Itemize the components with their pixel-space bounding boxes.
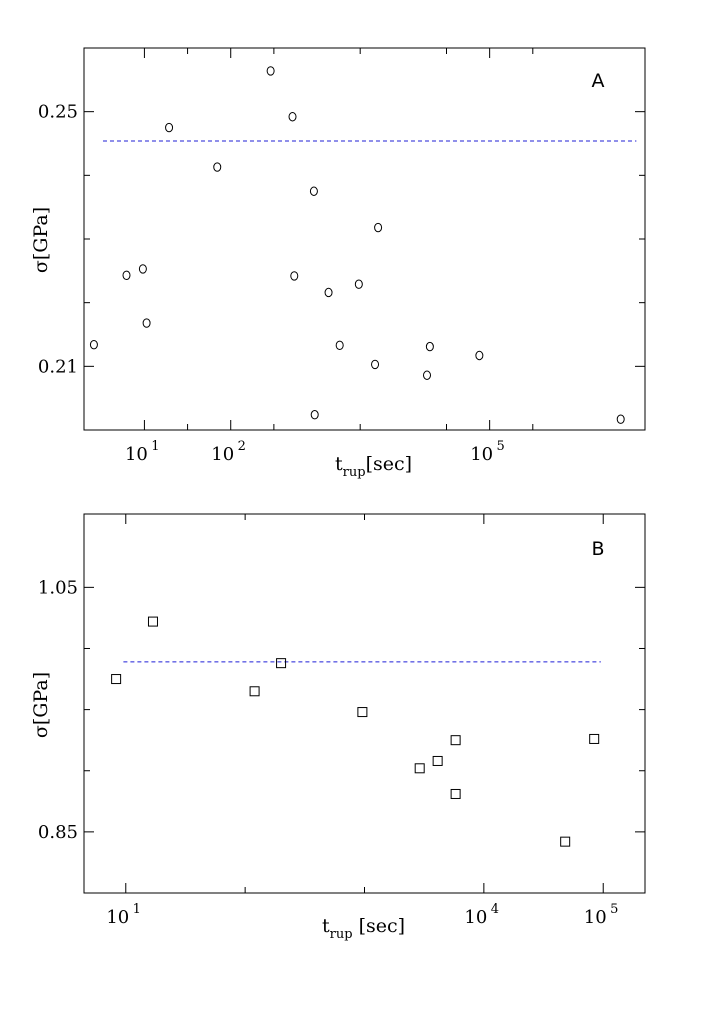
data-point — [138, 264, 147, 274]
y-tick-label: 0.21 — [38, 356, 78, 377]
data-point — [414, 763, 425, 774]
data-point — [249, 686, 260, 697]
data-point — [371, 359, 380, 370]
x-tick-label-exponent: 2 — [238, 439, 246, 454]
plot-frame — [83, 47, 646, 431]
data-point — [310, 410, 319, 420]
y-tick-label: 1.05 — [38, 577, 78, 598]
x-axis-label: trup [sec] — [322, 915, 405, 942]
data-point — [111, 674, 122, 685]
data-point — [89, 339, 98, 350]
data-point — [266, 66, 275, 76]
data-point — [475, 350, 484, 361]
data-point — [450, 788, 461, 799]
data-point — [122, 270, 131, 280]
data-point — [213, 162, 222, 172]
x-tick-label: 10 — [464, 907, 487, 928]
data-point — [290, 271, 299, 281]
x-tick-label: 10 — [106, 907, 129, 928]
data-point — [589, 733, 600, 744]
panel-label: A — [592, 70, 605, 92]
x-tick-label: 10 — [470, 444, 493, 465]
data-point — [324, 287, 333, 298]
x-tick-label-exponent: 4 — [491, 902, 499, 917]
x-axis-label: trup[sec] — [335, 453, 412, 480]
x-tick-label: 10 — [211, 444, 234, 465]
data-point — [354, 279, 363, 289]
data-point — [288, 112, 297, 122]
plot-frame — [83, 513, 646, 894]
x-tick-label: 10 — [584, 907, 607, 928]
y-axis-label: σ[GPa] — [30, 672, 52, 738]
data-point — [142, 318, 151, 328]
y-tick-label: 0.85 — [38, 822, 78, 843]
data-point — [276, 658, 287, 669]
data-point — [335, 340, 344, 351]
data-point — [450, 735, 461, 746]
data-point — [357, 707, 368, 718]
data-point — [147, 616, 158, 627]
x-tick-label-exponent: 5 — [497, 439, 505, 454]
data-point — [374, 222, 383, 233]
data-point — [560, 836, 571, 847]
x-tick-label-exponent: 1 — [133, 902, 141, 917]
data-point — [423, 370, 432, 380]
y-axis-label: σ[GPa] — [30, 207, 52, 273]
x-tick-label: 10 — [125, 444, 148, 465]
data-point — [616, 414, 625, 424]
data-point — [165, 122, 174, 133]
data-point — [425, 341, 434, 352]
panel-label: B — [591, 538, 604, 560]
y-tick-label: 0.25 — [38, 102, 78, 123]
x-tick-label-exponent: 5 — [610, 902, 618, 917]
data-point — [432, 755, 443, 766]
data-point — [309, 186, 318, 196]
x-tick-label-exponent: 1 — [151, 439, 159, 454]
